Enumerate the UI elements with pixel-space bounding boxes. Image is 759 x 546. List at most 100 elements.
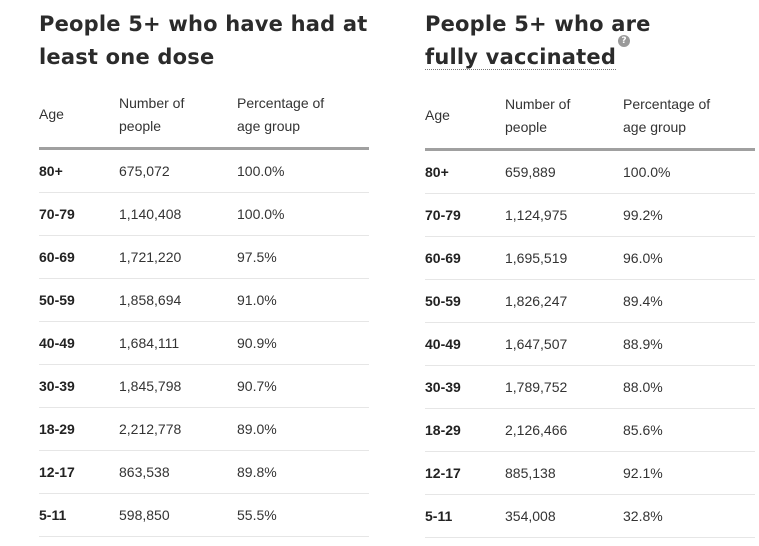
table-row: 12-17 885,138 92.1% [425,451,755,495]
table-row: 18-29 2,212,778 89.0% [39,407,369,451]
number-header-line1: Number of [119,94,185,111]
number-cell: 354,008 [505,494,623,538]
fully-vaccinated-title-line2-wrap: fully vaccinated? [425,35,755,74]
percentage-cell: 97.5% [237,235,369,279]
table-row: 30-39 1,845,798 90.7% [39,364,369,408]
percentage-cell: 85.6% [623,408,755,452]
number-column-header: Number of people [505,87,623,151]
number-column-header: Number of people [119,86,237,150]
age-header-label: Age [425,107,450,123]
table-row: 50-59 1,858,694 91.0% [39,278,369,322]
first-dose-title: People 5+ who have had at least one dose [39,8,369,74]
age-cell: 80+ [39,148,119,193]
first-dose-title-line2: least one dose [39,45,215,69]
fully-vaccinated-table: Age Number of people Percentage of age gro… [425,87,755,538]
age-cell: 30-39 [425,365,505,409]
first-dose-table-header: Age Number of people Percentage of age gro… [39,86,369,150]
number-cell: 598,850 [119,493,237,537]
table-row: 5-11 598,850 55.5% [39,493,369,537]
first-dose-table-body: 80+ 675,072 100.0% 70-79 1,140,408 100.0% 60… [39,148,369,537]
percentage-column-header: Percentage of age group [237,86,369,150]
percentage-cell: 89.4% [623,279,755,323]
table-row: 12-17 863,538 89.8% [39,450,369,494]
percentage-cell: 91.0% [237,278,369,322]
age-cell: 40-49 [425,322,505,366]
percentage-column-header: Percentage of age group [623,87,755,151]
table-row: 30-39 1,789,752 88.0% [425,365,755,409]
fully-vaccinated-table-body: 80+ 659,889 100.0% 70-79 1,124,975 99.2% 60-… [425,149,755,538]
percentage-cell: 89.0% [237,407,369,451]
number-cell: 1,124,975 [505,193,623,237]
fully-vaccinated-title-line1: People 5+ who are [425,12,651,36]
table-row: 40-49 1,684,111 90.9% [39,321,369,365]
fully-vaccinated-title: People 5+ who are fully vaccinated? [425,8,755,74]
number-cell: 1,845,798 [119,364,237,408]
percentage-cell: 90.9% [237,321,369,365]
age-column-header: Age [39,86,119,150]
first-dose-title-line1: People 5+ who have had at [39,12,368,36]
percentage-cell: 89.8% [237,450,369,494]
number-cell: 2,212,778 [119,407,237,451]
age-cell: 80+ [425,149,505,194]
age-cell: 12-17 [425,451,505,495]
age-cell: 70-79 [425,193,505,237]
table-row: 50-59 1,826,247 89.4% [425,279,755,323]
percentage-cell: 88.0% [623,365,755,409]
percentage-cell: 92.1% [623,451,755,495]
fully-vaccinated-table-header: Age Number of people Percentage of age gro… [425,87,755,151]
percentage-header-line2: age group [623,118,687,135]
age-column-header: Age [425,87,505,151]
percentage-cell: 100.0% [623,149,755,194]
percentage-cell: 32.8% [623,494,755,538]
number-cell: 1,826,247 [505,279,623,323]
percentage-header-line2: age group [237,117,301,134]
age-cell: 40-49 [39,321,119,365]
age-cell: 50-59 [39,278,119,322]
age-cell: 60-69 [39,235,119,279]
number-cell: 1,789,752 [505,365,623,409]
age-cell: 18-29 [425,408,505,452]
table-row: 70-79 1,140,408 100.0% [39,192,369,236]
age-cell: 50-59 [425,279,505,323]
first-dose-table: Age Number of people Percentage of age gro… [39,86,369,537]
table-row: 5-11 354,008 32.8% [425,494,755,538]
table-row: 60-69 1,721,220 97.5% [39,235,369,279]
age-cell: 60-69 [425,236,505,280]
percentage-cell: 96.0% [623,236,755,280]
percentage-cell: 100.0% [237,192,369,236]
table-row: 70-79 1,124,975 99.2% [425,193,755,237]
number-cell: 1,684,111 [119,321,237,365]
number-cell: 2,126,466 [505,408,623,452]
percentage-cell: 88.9% [623,322,755,366]
age-cell: 12-17 [39,450,119,494]
table-row: 40-49 1,647,507 88.9% [425,322,755,366]
percentage-cell: 100.0% [237,148,369,193]
age-header-label: Age [39,106,64,122]
age-cell: 5-11 [39,493,119,537]
percentage-header-line1: Percentage of [623,95,711,112]
percentage-cell: 99.2% [623,193,755,237]
number-cell: 885,138 [505,451,623,495]
table-row: 80+ 659,889 100.0% [425,149,755,194]
header-row: Age Number of people Percentage of age gro… [425,87,755,151]
number-header-line2: people [119,117,162,134]
number-header-line1: Number of [505,95,571,112]
age-cell: 18-29 [39,407,119,451]
table-row: 18-29 2,126,466 85.6% [425,408,755,452]
fully-vaccinated-tooltip-term[interactable]: fully vaccinated [425,45,617,70]
help-icon[interactable]: ? [618,35,631,47]
number-cell: 1,721,220 [119,235,237,279]
number-cell: 1,140,408 [119,192,237,236]
percentage-cell: 90.7% [237,364,369,408]
age-cell: 30-39 [39,364,119,408]
age-cell: 5-11 [425,494,505,538]
number-cell: 659,889 [505,149,623,194]
table-row: 80+ 675,072 100.0% [39,148,369,193]
age-cell: 70-79 [39,192,119,236]
number-cell: 675,072 [119,148,237,193]
table-row: 60-69 1,695,519 96.0% [425,236,755,280]
number-cell: 863,538 [119,450,237,494]
percentage-cell: 55.5% [237,493,369,537]
number-cell: 1,858,694 [119,278,237,322]
header-row: Age Number of people Percentage of age gro… [39,86,369,150]
